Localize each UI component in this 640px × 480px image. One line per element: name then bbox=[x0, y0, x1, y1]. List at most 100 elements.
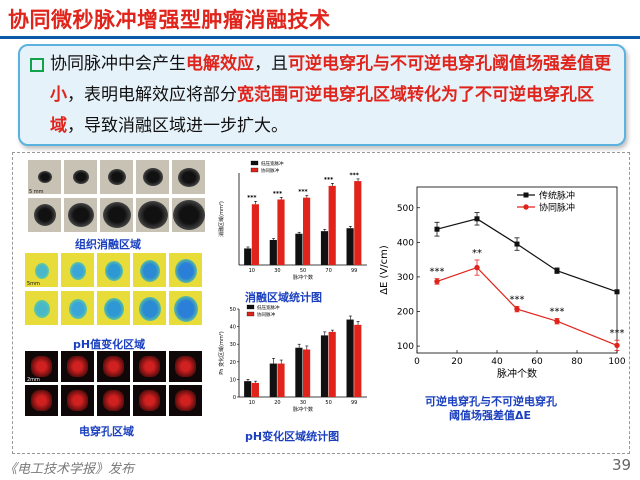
bar-baseline bbox=[295, 347, 303, 397]
ph-chart-caption: pH变化区域统计图 bbox=[245, 430, 340, 443]
electroporation-photo-caption: 电穿孔区域 bbox=[79, 425, 134, 438]
ph-photo-tile-spot bbox=[174, 259, 197, 283]
y-axis-label: 消融区域(mm²) bbox=[218, 201, 225, 237]
scale-bar-label: 5mm bbox=[27, 281, 40, 287]
data-point bbox=[434, 226, 440, 232]
significance-label: *** bbox=[324, 176, 334, 183]
series-line-synergy bbox=[436, 266, 618, 346]
ablation-photo-tile bbox=[100, 160, 133, 194]
ph-photo-tile bbox=[169, 253, 202, 287]
significance-label: *** bbox=[247, 194, 257, 201]
electroporation-photo-tile bbox=[97, 385, 130, 416]
ablation-chart-caption: 消融区域统计图 bbox=[245, 291, 322, 304]
ablation-photo-tile bbox=[172, 160, 205, 194]
bullet-square-icon bbox=[30, 58, 44, 72]
significance-label: *** bbox=[298, 188, 308, 195]
ph-photo-tile-spot bbox=[139, 260, 160, 282]
electroporation-photo-tile-spot bbox=[103, 356, 124, 377]
x-tick-label: 99 bbox=[351, 400, 357, 406]
ablation-photo-tile-spot bbox=[102, 202, 131, 228]
ablation-photo-tile-spot bbox=[177, 167, 200, 187]
x-tick-label: 40 bbox=[491, 357, 503, 367]
x-tick-label: 60 bbox=[531, 357, 543, 367]
ablation-photo-tile-spot bbox=[137, 201, 168, 229]
data-point bbox=[614, 289, 620, 295]
significance-label: *** bbox=[349, 172, 359, 179]
x-tick-label: 10 bbox=[249, 400, 255, 406]
y-tick-label: 200 bbox=[397, 308, 414, 318]
ph-photo-tile-spot bbox=[103, 298, 124, 320]
bar-synergy bbox=[303, 349, 311, 397]
delta-e-line-chart: 100 200 300 400 500 0 20 40 60 80 100 脉冲个数 ΔE (V/cm)… bbox=[379, 186, 626, 380]
significance-label: *** bbox=[510, 294, 525, 305]
ph-photo-tile bbox=[25, 291, 58, 325]
electroporation-photo-tile bbox=[169, 385, 202, 416]
legend-swatch bbox=[250, 167, 259, 173]
scale-bar-label: 2mm bbox=[27, 377, 40, 383]
bar-baseline bbox=[346, 319, 354, 397]
summary-text: 协同脉冲中会产生电解效应，且可逆电穿孔与不可逆电穿孔阈值场强差值更小，表明电解效… bbox=[50, 49, 616, 142]
title-divider bbox=[0, 36, 640, 39]
y-tick-label: 500 bbox=[397, 204, 414, 214]
delta-e-caption-line2: 阈值场强差值ΔE bbox=[449, 409, 532, 422]
legend-label: 传统脉冲 bbox=[539, 190, 575, 202]
delta-e-caption-line1: 可逆电穿孔与不可逆电穿孔 bbox=[425, 395, 557, 408]
y-tick-label: 400 bbox=[397, 238, 414, 248]
summary-segment-highlight: 电解效应 bbox=[186, 54, 254, 74]
bar-baseline bbox=[244, 248, 252, 265]
bar-baseline bbox=[244, 381, 252, 397]
ph-photo-tile bbox=[169, 291, 202, 325]
ph-photo-tile-spot bbox=[173, 296, 198, 322]
ablation-photo-tile-spot bbox=[33, 204, 56, 226]
summary-segment-highlight: 宽范围可逆电穿孔区域转化为了不可逆电穿孔区域 bbox=[50, 85, 594, 136]
electroporation-photo-tile bbox=[97, 351, 130, 382]
plot-frame bbox=[416, 186, 618, 354]
x-tick-label: 100 bbox=[608, 357, 625, 367]
ph-photo-tile-spot bbox=[33, 300, 50, 318]
legend-swatch bbox=[246, 311, 255, 317]
bar-baseline bbox=[295, 233, 303, 265]
bar-baseline bbox=[346, 228, 354, 265]
ablation-photo-tile-spot bbox=[72, 170, 89, 184]
bar-baseline bbox=[320, 335, 329, 397]
y-tick-label: 50 bbox=[230, 307, 236, 313]
ph-photo-tile bbox=[97, 291, 130, 325]
electroporation-photo-tile-spot bbox=[139, 390, 160, 411]
data-point bbox=[554, 318, 560, 324]
ablation-photo-tile-spot bbox=[107, 169, 126, 185]
x-axis-label: 脉冲个数 bbox=[497, 367, 537, 380]
x-tick-label: 50 bbox=[325, 400, 331, 406]
electroporation-photo-tile-spot bbox=[67, 356, 88, 377]
y-axis-label: Ph 变化区域(mm²) bbox=[218, 331, 225, 374]
series-line-traditional bbox=[436, 218, 618, 293]
data-point bbox=[434, 278, 440, 285]
x-tick-label: 30 bbox=[300, 400, 306, 406]
slide-title: 协同微秒脉冲增强型肿瘤消融技术 bbox=[8, 8, 331, 32]
summary-segment: ，且 bbox=[254, 54, 288, 74]
bar-baseline bbox=[320, 231, 329, 265]
x-tick-label: 50 bbox=[300, 268, 306, 274]
bar-baseline bbox=[269, 239, 277, 265]
electroporation-photo-tile bbox=[61, 351, 94, 382]
ablation-bar-chart: *** 10 *** 30 *** 50 *** 70 *** 99 脉冲个数 消融区域(mm²) 低压… bbox=[218, 160, 367, 281]
legend-swatch bbox=[246, 304, 255, 310]
y-tick-label: 0 bbox=[233, 395, 236, 401]
x-tick-label: 80 bbox=[571, 357, 583, 367]
ablation-photo-tile bbox=[100, 198, 133, 232]
ph-photo-tile-spot bbox=[69, 262, 86, 280]
data-point bbox=[554, 268, 560, 274]
page-number: 39 bbox=[612, 456, 632, 474]
y-tick-label: 40 bbox=[230, 325, 236, 331]
significance-label: *** bbox=[550, 306, 565, 317]
summary-segment: ，表明电解效应将部分 bbox=[67, 85, 237, 105]
y-tick-label: 20 bbox=[230, 360, 236, 366]
significance-label: *** bbox=[610, 328, 625, 339]
data-point bbox=[514, 241, 520, 247]
footer-source: 《电工技术学报》发布 bbox=[4, 462, 135, 477]
ph-photo-tile bbox=[97, 253, 130, 287]
y-tick-label: 300 bbox=[397, 273, 414, 283]
x-tick-label: 20 bbox=[451, 357, 463, 367]
ablation-photo-tile-spot bbox=[37, 171, 52, 183]
legend-label: 低压宽脉冲 bbox=[257, 304, 280, 311]
ablation-photo-tile-spot bbox=[172, 200, 205, 230]
